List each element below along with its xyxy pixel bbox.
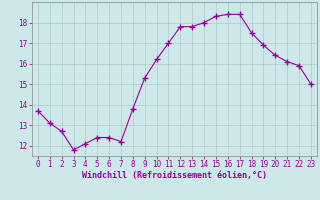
X-axis label: Windchill (Refroidissement éolien,°C): Windchill (Refroidissement éolien,°C) xyxy=(82,171,267,180)
